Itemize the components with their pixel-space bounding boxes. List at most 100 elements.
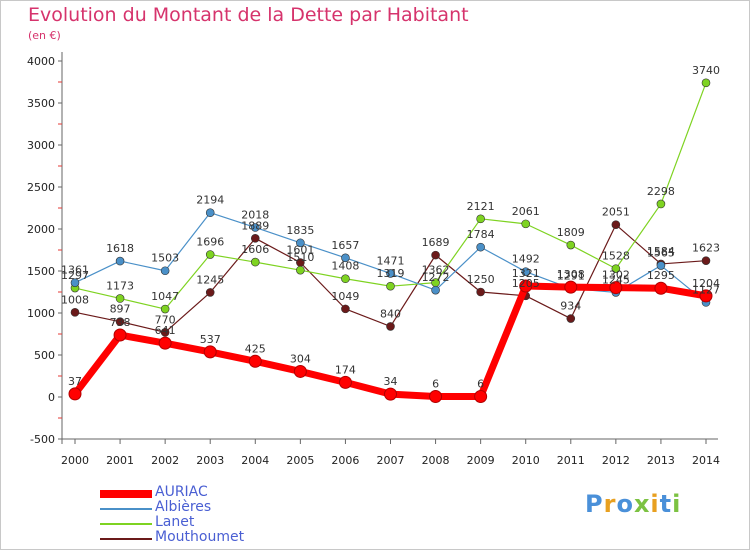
legend-swatch: [100, 508, 152, 510]
data-label-auriac: 6: [432, 377, 439, 390]
x-tick-label: 2007: [377, 454, 405, 467]
data-point-auriac: [699, 289, 713, 303]
data-label-albi-res: 1471: [377, 254, 405, 267]
data-label-mouthoumet: 1889: [241, 219, 269, 232]
data-label-albi-res: 1272: [422, 271, 450, 284]
y-tick-label: 4000: [27, 55, 55, 68]
data-label-albi-res: 2194: [196, 194, 224, 207]
data-point-auriac: [564, 280, 578, 294]
data-point-albi-res: [296, 238, 305, 248]
data-point-lanet: [566, 240, 576, 250]
data-label-lanet: 1047: [151, 290, 179, 303]
data-label-lanet: 1809: [557, 226, 585, 239]
data-label-auriac: 1302: [602, 269, 630, 282]
data-point-auriac: [654, 281, 668, 295]
data-point-lanet: [656, 199, 666, 209]
data-label-mouthoumet: 770: [155, 313, 176, 326]
data-label-lanet: 1408: [331, 260, 359, 273]
data-point-auriac: [474, 389, 488, 403]
y-tick-label: 3500: [27, 97, 55, 110]
data-label-lanet: 2298: [647, 185, 675, 198]
data-point-lanet: [521, 219, 531, 229]
data-label-mouthoumet: 1205: [512, 277, 540, 290]
data-label-lanet: 1528: [602, 250, 630, 263]
x-tick-label: 2014: [692, 454, 720, 467]
data-point-auriac: [293, 364, 307, 378]
data-point-mouthoumet: [250, 234, 260, 243]
y-tick-label: 2000: [27, 223, 55, 236]
data-label-auriac: 37: [68, 375, 82, 388]
data-point-lanet: [205, 250, 215, 259]
data-label-auriac: 641: [155, 324, 176, 337]
data-point-lanet: [115, 294, 125, 303]
data-point-auriac: [384, 387, 397, 401]
data-label-auriac: 304: [290, 352, 311, 365]
data-label-albi-res: 1492: [512, 253, 540, 266]
data-point-lanet: [160, 304, 170, 314]
data-label-albi-res: 1565: [647, 247, 675, 260]
x-tick-label: 2012: [602, 454, 630, 467]
legend-swatch: [100, 538, 152, 540]
logo-letter: i: [650, 490, 660, 518]
data-point-mouthoumet: [386, 322, 395, 331]
data-label-lanet: 1606: [241, 243, 269, 256]
data-point-mouthoumet: [611, 220, 621, 230]
data-label-lanet: 1319: [377, 267, 405, 280]
proxiti-logo: Proxiti: [585, 490, 681, 518]
chart-title: Evolution du Montant de la Dette par Hab…: [28, 4, 469, 26]
data-point-lanet: [701, 78, 711, 88]
data-point-mouthoumet: [115, 317, 125, 326]
data-point-albi-res: [205, 208, 215, 218]
legend-swatch: [100, 490, 152, 498]
logo-letter: t: [659, 490, 673, 518]
data-label-mouthoumet: 897: [110, 303, 131, 316]
data-point-auriac: [248, 354, 262, 368]
logo-letter: r: [603, 490, 617, 518]
data-point-auriac: [338, 375, 352, 389]
data-label-mouthoumet: 1008: [61, 293, 89, 306]
data-label-mouthoumet: 934: [560, 300, 581, 313]
x-tick-label: 2002: [151, 454, 179, 467]
data-point-lanet: [386, 281, 395, 291]
y-tick-label: 500: [34, 349, 55, 362]
data-point-albi-res: [160, 266, 170, 276]
y-tick-label: 3000: [27, 139, 55, 152]
data-label-mouthoumet: 1049: [331, 290, 359, 303]
data-point-albi-res: [476, 242, 485, 252]
data-label-lanet: 2121: [467, 200, 495, 213]
data-label-albi-res: 1127: [692, 283, 720, 296]
data-label-auriac: 425: [245, 342, 266, 355]
y-tick-label: -500: [30, 433, 55, 446]
data-label-albi-res: 1245: [602, 273, 630, 286]
x-tick-label: 2004: [241, 454, 269, 467]
data-label-mouthoumet: 840: [380, 307, 401, 320]
logo-letter: P: [585, 490, 604, 518]
data-label-mouthoumet: 1245: [196, 273, 224, 286]
y-tick-label: 0: [48, 391, 55, 404]
logo-letter: o: [616, 490, 634, 518]
y-tick-label: 2500: [27, 181, 55, 194]
data-point-albi-res: [341, 253, 350, 263]
data-point-auriac: [158, 336, 172, 350]
data-label-lanet: 1362: [422, 264, 450, 277]
data-point-albi-res: [115, 256, 125, 266]
x-tick-label: 2010: [512, 454, 540, 467]
data-label-albi-res: 2018: [241, 208, 269, 221]
data-point-mouthoumet: [701, 256, 711, 265]
data-label-auriac: 1308: [557, 268, 585, 281]
data-label-auriac: 738: [110, 316, 131, 329]
data-label-lanet: 1510: [286, 251, 314, 264]
data-label-auriac: 6: [477, 377, 484, 390]
x-tick-label: 2005: [286, 454, 314, 467]
data-point-albi-res: [431, 285, 440, 295]
logo-letter: x: [633, 490, 651, 518]
data-label-auriac: 34: [384, 375, 398, 388]
y-tick-label: 1500: [27, 265, 55, 278]
legend-label: AURIAC: [155, 484, 208, 500]
data-label-albi-res: 1618: [106, 242, 134, 255]
data-point-lanet: [611, 264, 621, 273]
data-point-mouthoumet: [341, 304, 350, 314]
data-label-auriac: 1295: [647, 269, 675, 282]
legend-swatch: [100, 523, 152, 525]
legend-label: Mouthoumet: [155, 529, 245, 545]
